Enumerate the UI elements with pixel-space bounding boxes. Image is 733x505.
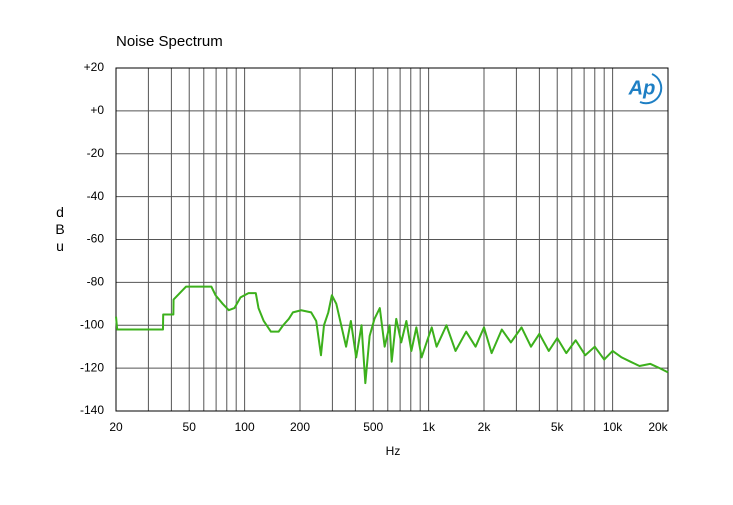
y-tick-label: -80 [87, 275, 105, 289]
logo-text: Ap [628, 77, 656, 99]
x-tick-label: 1k [422, 420, 436, 434]
x-tick-label: 50 [183, 420, 197, 434]
y-tick-label: -60 [87, 232, 105, 246]
y-tick-label: -100 [80, 317, 104, 331]
logo-swoosh [639, 73, 663, 105]
x-tick-label: 2k [478, 420, 492, 434]
x-tick-label: 10k [603, 420, 623, 434]
x-tick-label: 5k [551, 420, 565, 434]
y-tick-label: -20 [87, 146, 105, 160]
y-tick-label: +20 [84, 60, 105, 74]
x-tick-label: 20k [648, 420, 668, 434]
y-tick-label: -140 [80, 403, 104, 417]
x-axis-label: Hz [386, 444, 401, 458]
y-tick-label: -40 [87, 189, 105, 203]
y-tick-label: -120 [80, 360, 104, 374]
plot-border [115, 67, 669, 412]
data-line [115, 285, 669, 385]
logo: Ap [628, 73, 663, 105]
x-tick-label: 200 [290, 420, 310, 434]
x-tick-label: 500 [363, 420, 383, 434]
chart-title: Noise Spectrum [116, 33, 223, 50]
y-tick-label: +0 [90, 103, 104, 117]
x-tick-label: 100 [235, 420, 255, 434]
x-tick-label: 20 [109, 420, 123, 434]
